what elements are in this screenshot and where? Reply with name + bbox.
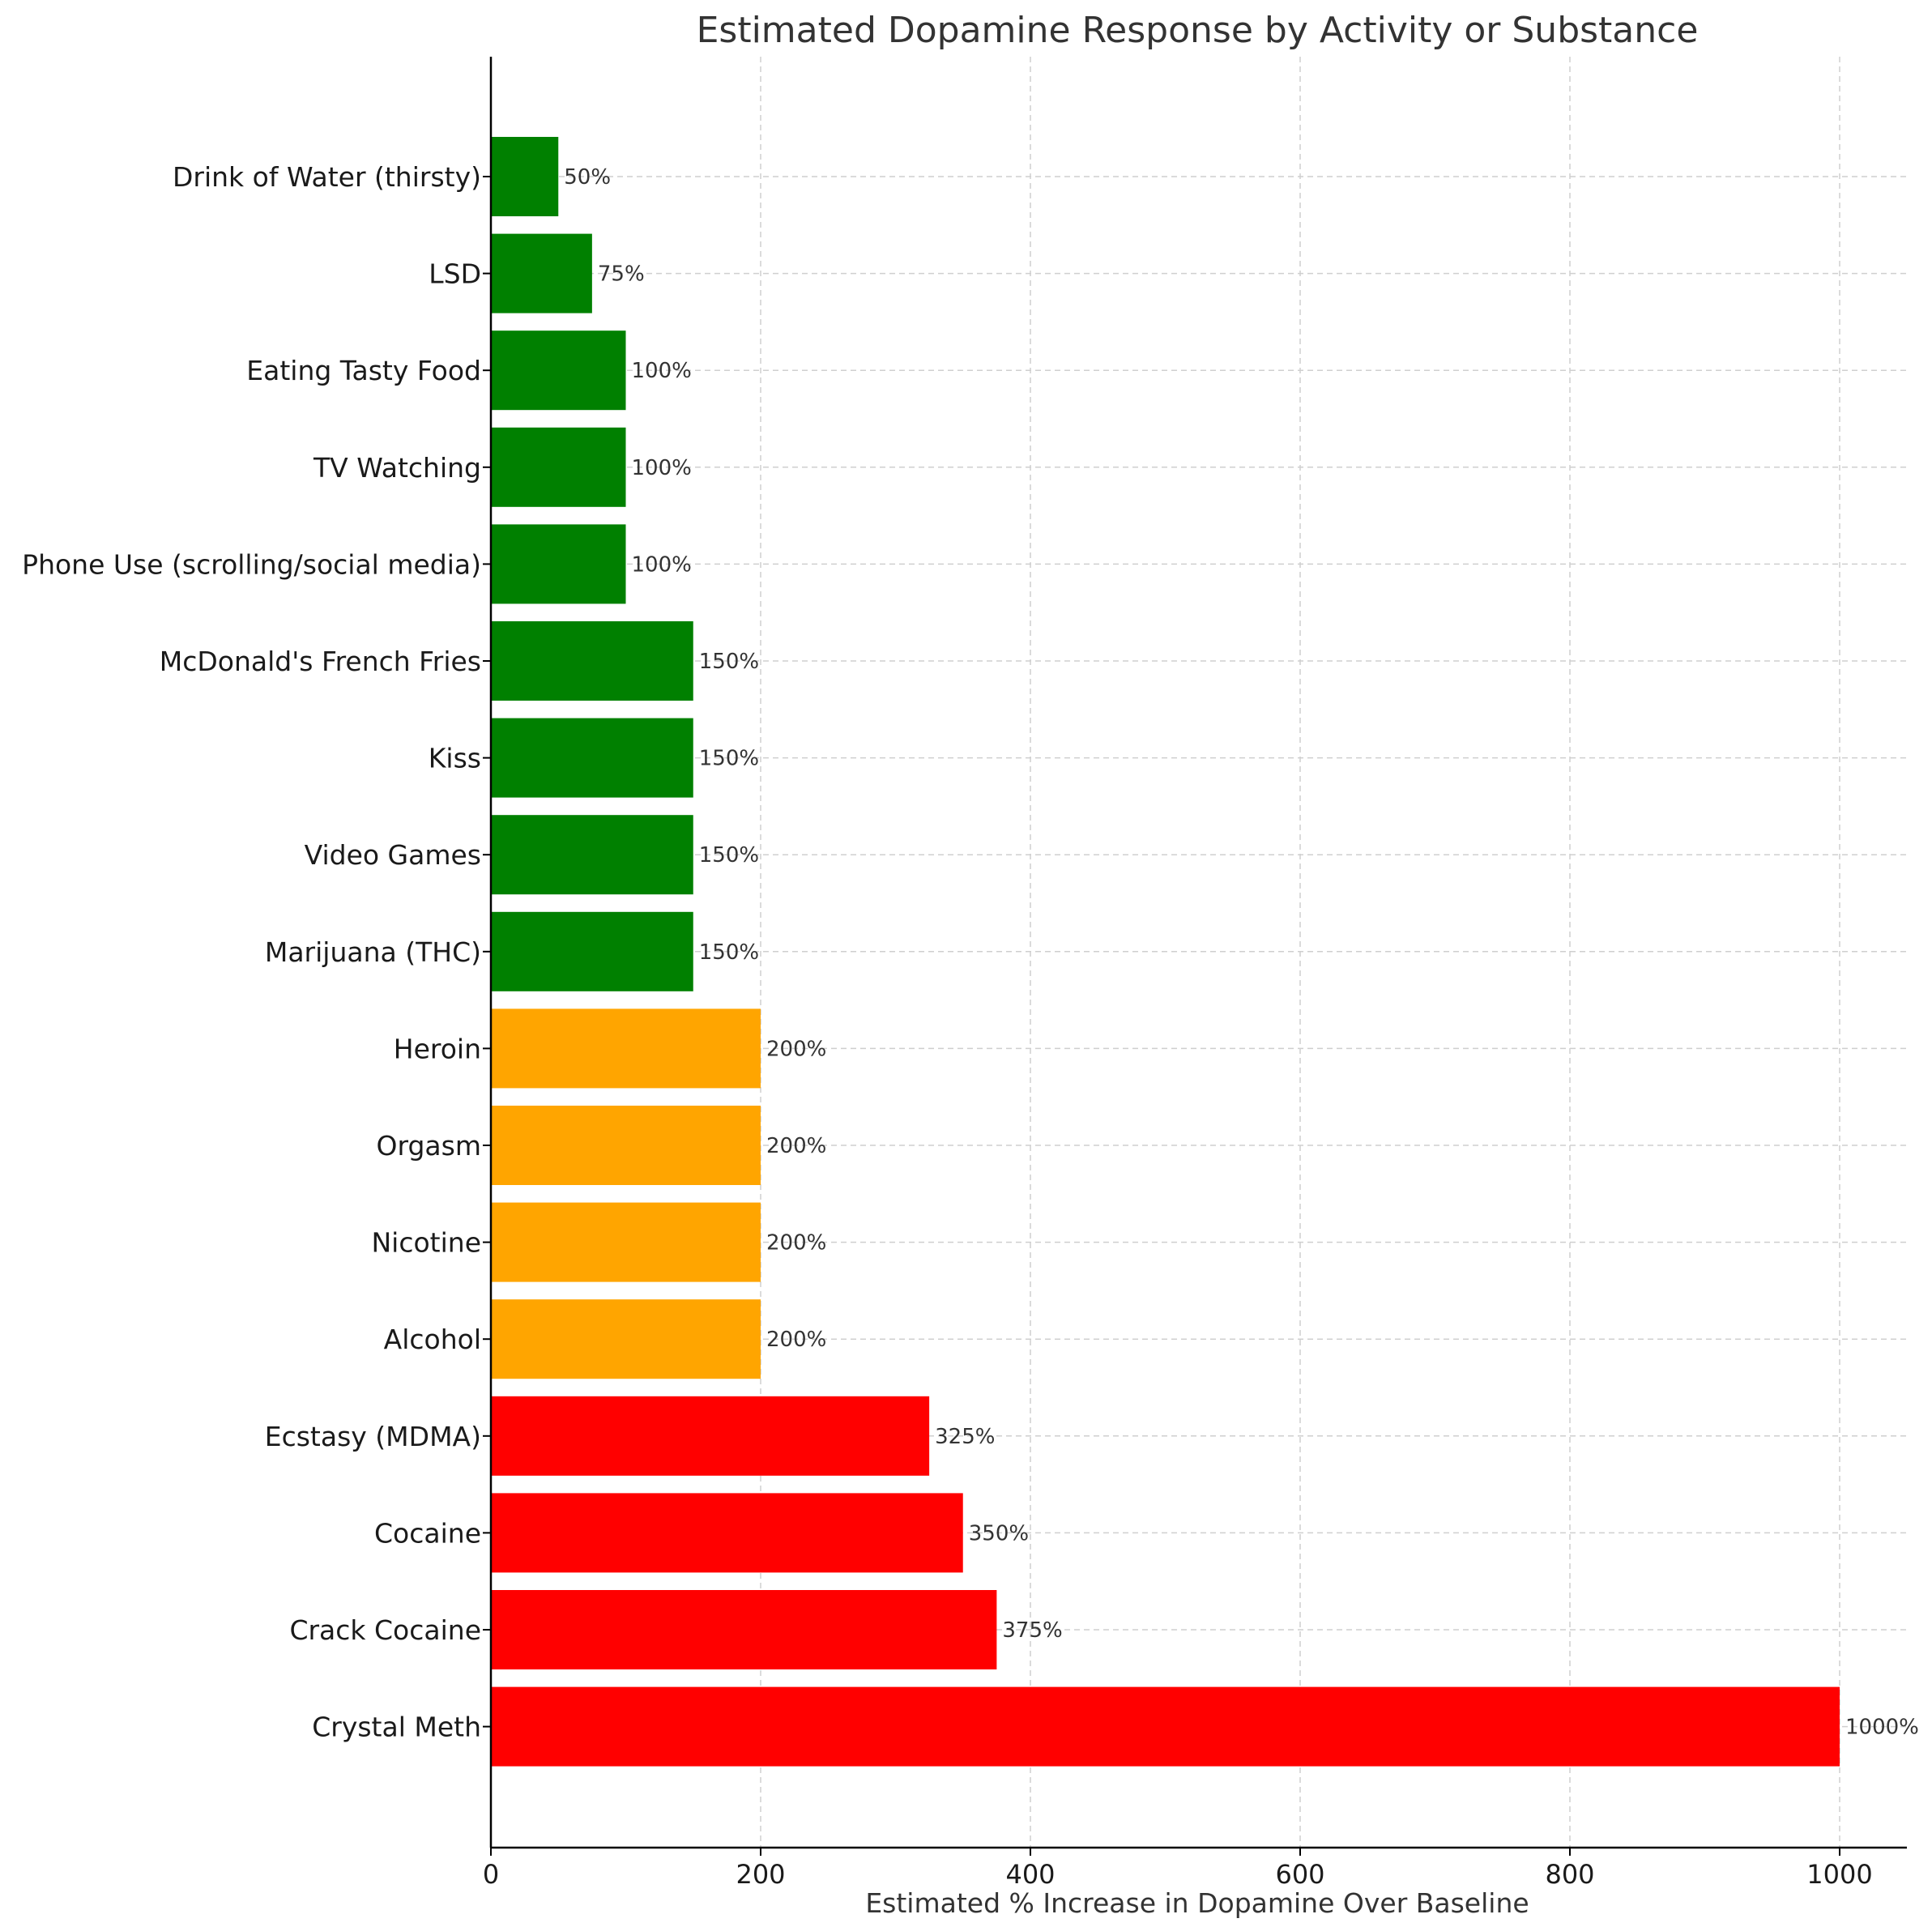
bar — [491, 427, 626, 507]
bar — [491, 1493, 963, 1573]
bar-value-label: 100% — [632, 456, 692, 480]
category-label: Heroin — [394, 1033, 481, 1064]
category-label: LSD — [429, 258, 481, 290]
category-labels: Drink of Water (thirsty) LSD Eating Tasty … — [22, 161, 491, 1743]
x-tick-label: 600 — [1275, 1859, 1324, 1890]
bar — [491, 330, 626, 411]
bar-value-label: 325% — [935, 1425, 995, 1449]
category-label: Nicotine — [371, 1227, 481, 1259]
bar — [491, 1008, 761, 1089]
bar-value-label: 150% — [699, 843, 759, 868]
x-tick-label: 0 — [483, 1859, 499, 1890]
bar-value-label: 150% — [699, 940, 759, 965]
bar-value-label: 100% — [632, 359, 692, 383]
bar — [491, 137, 559, 216]
chart-title: Estimated Dopamine Response by Activity … — [697, 10, 1699, 51]
category-label: Marijuana (THC) — [265, 936, 481, 968]
category-label: TV Watching — [313, 452, 481, 484]
bar — [491, 233, 592, 313]
category-label: Alcohol — [384, 1324, 481, 1355]
bar — [491, 524, 626, 604]
x-tick-label: 1000 — [1806, 1859, 1872, 1890]
bar-value-label: 350% — [969, 1521, 1029, 1545]
bar — [491, 1299, 761, 1379]
x-tick-label: 400 — [1005, 1859, 1055, 1890]
bar-value-label: 50% — [564, 165, 611, 190]
bar — [491, 1106, 761, 1185]
bar — [491, 718, 693, 798]
bar-value-label: 375% — [1002, 1618, 1062, 1643]
category-label: Cocaine — [374, 1517, 481, 1549]
bar-value-label: 100% — [632, 552, 692, 577]
category-label: McDonald's French Fries — [160, 646, 481, 677]
bar — [491, 1202, 761, 1282]
category-label: Phone Use (scrolling/social media) — [22, 548, 481, 580]
x-axis-title: Estimated % Increase in Dopamine Over Ba… — [865, 1887, 1529, 1919]
bars — [491, 137, 1840, 1767]
category-label: Crystal Meth — [312, 1712, 481, 1743]
data-labels: 50% 75% 100% 100% 100% 150% 150% 150% 150% 200% 20… — [564, 165, 1919, 1740]
bar-value-label: 200% — [766, 1037, 826, 1061]
bar — [491, 1396, 930, 1476]
category-label: Crack Cocaine — [289, 1614, 481, 1646]
bar — [491, 1590, 997, 1669]
category-label: Eating Tasty Food — [246, 355, 481, 386]
bar-value-label: 200% — [766, 1134, 826, 1158]
bar-value-label: 200% — [766, 1231, 826, 1256]
bar-value-label: 1000% — [1845, 1716, 1919, 1740]
category-label: Drink of Water (thirsty) — [173, 161, 481, 193]
category-label: Kiss — [429, 743, 481, 774]
bar — [491, 621, 693, 701]
bar-value-label: 75% — [598, 262, 645, 287]
bar — [491, 911, 693, 991]
bar — [491, 815, 693, 895]
x-axis-ticks: 0 200 400 600 800 1000 — [483, 1848, 1873, 1890]
category-label: Video Games — [305, 839, 481, 871]
x-tick-label: 800 — [1545, 1859, 1594, 1890]
category-label: Orgasm — [377, 1130, 481, 1162]
x-tick-label: 200 — [736, 1859, 785, 1890]
category-label: Ecstasy (MDMA) — [265, 1421, 481, 1452]
bar-value-label: 200% — [766, 1328, 826, 1352]
bar — [491, 1686, 1840, 1767]
bar-value-label: 150% — [699, 747, 759, 771]
bar-value-label: 150% — [699, 650, 759, 674]
